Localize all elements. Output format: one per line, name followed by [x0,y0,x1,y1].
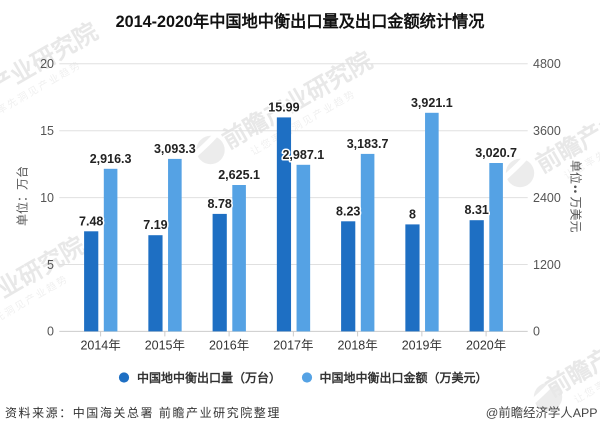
svg-text:1200: 1200 [533,258,561,272]
svg-text:中国地中衡出口金额（万美元）: 中国地中衡出口金额（万美元） [320,370,488,385]
svg-text:2020年: 2020年 [466,339,506,353]
svg-text:7.48: 7.48 [79,214,103,228]
svg-text:2,625.1: 2,625.1 [218,168,260,182]
svg-text:单位: 单位 [569,160,584,184]
svg-text:2017年: 2017年 [273,339,313,353]
svg-text:3,921.1: 3,921.1 [411,96,453,110]
svg-text:8: 8 [409,207,416,221]
svg-text:2018年: 2018年 [337,339,377,353]
svg-text:10: 10 [40,191,54,205]
svg-text:4800: 4800 [533,57,561,71]
svg-text:3,093.3: 3,093.3 [154,142,196,156]
svg-text:2016年: 2016年 [209,339,249,353]
svg-text:5: 5 [47,258,54,272]
svg-text:8.31: 8.31 [465,203,489,217]
svg-text:15: 15 [40,124,54,138]
svg-text:资料来源：中国海关总署 前瞻产业研究院整理: 资料来源：中国海关总署 前瞻产业研究院整理 [5,405,281,420]
svg-text:3,183.7: 3,183.7 [347,137,389,151]
svg-text:8.78: 8.78 [208,197,232,211]
svg-text:15.99: 15.99 [268,100,299,114]
svg-text:20: 20 [40,57,54,71]
svg-text:3600: 3600 [533,124,561,138]
svg-text:8.23: 8.23 [336,204,360,218]
svg-text:2,916.3: 2,916.3 [90,152,132,166]
svg-text:2014-2020年中国地中衡出口量及出口金额统计情况: 2014-2020年中国地中衡出口量及出口金额统计情况 [116,12,485,31]
svg-text:2015年: 2015年 [145,339,185,353]
svg-text:2,987.1: 2,987.1 [282,148,324,162]
svg-text:2019年: 2019年 [402,339,442,353]
svg-text:7.19: 7.19 [143,218,167,232]
svg-text:0: 0 [47,325,54,339]
svg-text:万美元: 万美元 [569,196,583,232]
svg-text:@前瞻经济学人APP: @前瞻经济学人APP [486,405,598,420]
svg-text:3,020.7: 3,020.7 [475,146,517,160]
svg-text:2014年: 2014年 [80,339,120,353]
svg-text:中国地中衡出口量（万台）: 中国地中衡出口量（万台） [137,370,281,385]
svg-text:2400: 2400 [533,191,561,205]
svg-text:0: 0 [533,325,540,339]
svg-text:单位：万台: 单位：万台 [15,166,30,226]
